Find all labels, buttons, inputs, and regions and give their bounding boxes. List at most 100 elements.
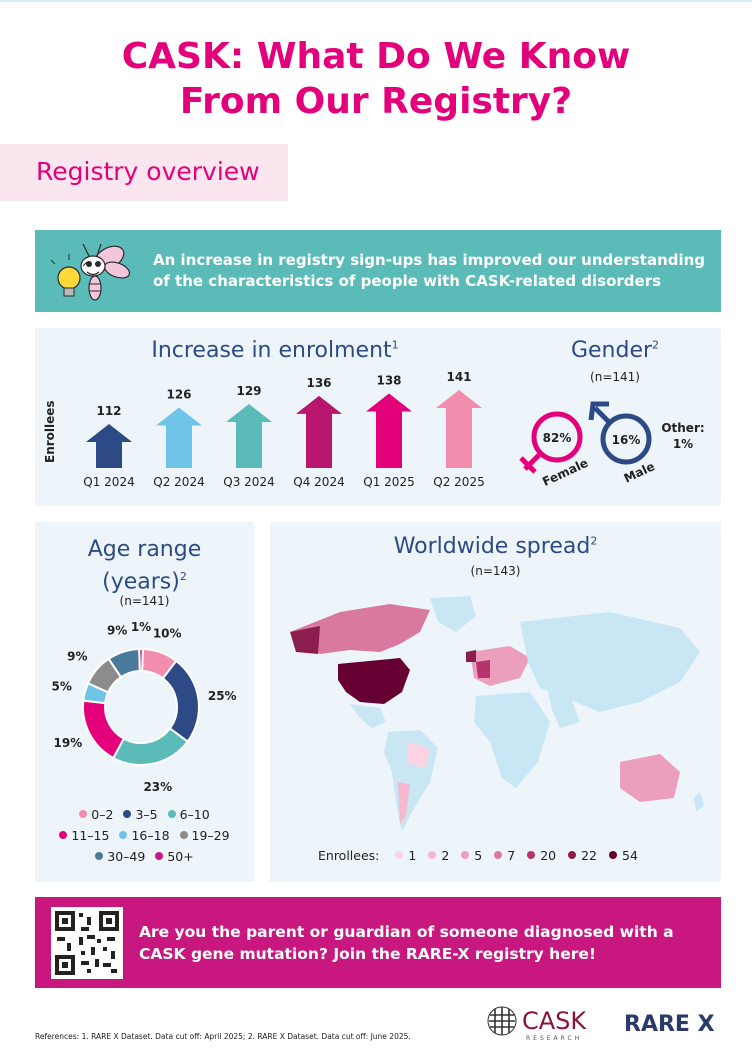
enrolment-value-label: 112 xyxy=(96,404,121,418)
age-donut-slice xyxy=(82,699,126,760)
gender-n: (n=141) xyxy=(590,370,640,384)
map-australia xyxy=(620,754,680,802)
world-legend-label: 22 xyxy=(581,848,597,863)
world-legend-item: 22 xyxy=(568,848,597,863)
age-legend-item: 11–15 xyxy=(59,828,109,843)
legend-dot-icon xyxy=(179,831,188,839)
other-label: Other: xyxy=(661,421,704,435)
age-pct-label: 23% xyxy=(143,780,172,794)
female-pct: 82% xyxy=(543,431,572,445)
age-legend-label: 50+ xyxy=(167,849,194,864)
world-map xyxy=(290,596,704,832)
map-usa xyxy=(338,658,410,704)
enrolment-bar-chart: 112 Q1 2024 126 Q2 2024 129 Q3 2024 136 Q4 2024… xyxy=(83,370,484,489)
enrolment-value-label: 136 xyxy=(306,376,331,390)
map-alaska xyxy=(290,626,320,654)
legend-dot-icon xyxy=(428,851,437,859)
world-legend-title: Enrollees: xyxy=(318,848,380,863)
age-legend-label: 3–5 xyxy=(135,807,158,822)
gender-chart: 82% Female 16% Male Other: 1% xyxy=(519,401,705,489)
map-france xyxy=(476,660,490,678)
top-rule xyxy=(0,0,752,2)
age-pct-label: 1% xyxy=(131,620,151,634)
age-pct-label: 5% xyxy=(52,680,72,694)
age-pct-label: 25% xyxy=(208,689,237,703)
cask-logo-word: CASK xyxy=(522,1007,587,1035)
age-legend-item: 0–2 xyxy=(79,807,113,822)
age-legend-item: 19–29 xyxy=(179,828,230,843)
age-legend-item: 3–5 xyxy=(123,807,158,822)
world-legend-label: 20 xyxy=(540,848,557,863)
cask-research-logo: CASK RESEARCH xyxy=(487,1006,587,1042)
map-argentina xyxy=(398,782,410,824)
map-canada xyxy=(290,604,430,654)
enrolment-quarter-label: Q2 2024 xyxy=(153,475,204,489)
map-asia xyxy=(520,612,700,712)
age-legend-row: 11–15 16–18 19–29 xyxy=(35,825,254,846)
join-registry-text[interactable]: Are you the parent or guardian of someon… xyxy=(139,923,674,963)
gender-title: Gender2 xyxy=(545,338,685,363)
age-legend-label: 6–10 xyxy=(179,807,210,822)
age-legend-label: 16–18 xyxy=(131,828,170,843)
gender-title-ref: 2 xyxy=(652,338,660,352)
map-africa xyxy=(474,692,550,788)
legend-dot-icon xyxy=(167,810,176,818)
age-n: (n=141) xyxy=(119,594,170,608)
world-legend-item: 1 xyxy=(395,848,416,863)
legend-dot-icon xyxy=(568,851,577,859)
legend-dot-icon xyxy=(123,810,132,818)
age-legend-row: 30–49 50+ xyxy=(35,846,254,867)
age-legend-item: 16–18 xyxy=(119,828,170,843)
enrolment-quarter-label: Q1 2025 xyxy=(363,475,414,489)
legend-dot-icon xyxy=(609,851,617,859)
world-n: (n=143) xyxy=(470,564,521,578)
age-title-ref: 2 xyxy=(179,570,187,583)
legend-dot-icon xyxy=(155,852,164,860)
age-donut-slice xyxy=(138,648,144,673)
rare-x-logo-word: RARE X xyxy=(624,1012,715,1037)
cask-logo-sub: RESEARCH xyxy=(526,1035,582,1042)
world-title-text: Worldwide spread xyxy=(393,534,591,559)
legend-dot-icon xyxy=(461,851,470,859)
age-title-line-1: Age range xyxy=(87,537,202,562)
male-symbol-icon xyxy=(588,401,652,465)
enrolment-quarter-label: Q2 2025 xyxy=(433,475,484,489)
title-line-1: CASK: What Do We Know xyxy=(121,36,631,77)
map-india xyxy=(548,692,580,728)
enrolment-arrow-bar xyxy=(436,390,482,468)
age-legend-label: 11–15 xyxy=(71,828,110,843)
world-legend-item: 20 xyxy=(527,848,556,863)
title-line-2: From Our Registry? xyxy=(179,81,573,122)
world-legend-label: 7 xyxy=(507,848,516,863)
age-legend-item: 6–10 xyxy=(167,807,210,822)
age-pct-label: 9% xyxy=(67,650,87,664)
age-donut-chart: 10% 25% 23% 19% 5% 9% 9% 1% xyxy=(52,620,237,794)
enrolment-arrow-bar xyxy=(226,404,272,468)
age-legend-label: 30–49 xyxy=(107,849,146,864)
legend-dot-icon xyxy=(59,831,68,839)
enrolment-value-label: 138 xyxy=(376,374,401,388)
enrolment-title: Increase in enrolment1 xyxy=(75,338,475,363)
age-legend-row: 0–2 3–5 6–10 xyxy=(35,804,254,825)
age-legend-item: 30–49 xyxy=(95,849,145,864)
enrolment-arrow-bar xyxy=(296,395,342,468)
world-legend-item: 5 xyxy=(461,848,482,863)
legend-dot-icon xyxy=(79,810,88,818)
enrolment-gender-panel: Increase in enrolment1 Enrollees 112 Q1 2… xyxy=(35,328,721,506)
enrolment-quarter-label: Q4 2024 xyxy=(293,475,344,489)
enrolment-quarter-label: Q3 2024 xyxy=(223,475,274,489)
join-registry-banner[interactable]: Are you the parent or guardian of someon… xyxy=(35,897,721,988)
enrolment-y-label: Enrollees xyxy=(43,400,57,463)
age-donut-slice xyxy=(111,727,189,766)
age-pct-label: 10% xyxy=(153,627,182,641)
female-symbol-icon xyxy=(519,411,583,474)
age-title: Age range (years)2 xyxy=(35,536,254,595)
enrolment-value-label: 141 xyxy=(446,370,471,384)
world-legend-item: 54 xyxy=(609,848,638,863)
qr-code-icon[interactable] xyxy=(51,907,123,979)
legend-dot-icon xyxy=(494,851,503,859)
references: References: 1. RARE X Dataset. Data cut … xyxy=(35,1032,411,1041)
legend-dot-icon xyxy=(95,852,104,860)
map-mexico xyxy=(350,704,386,728)
